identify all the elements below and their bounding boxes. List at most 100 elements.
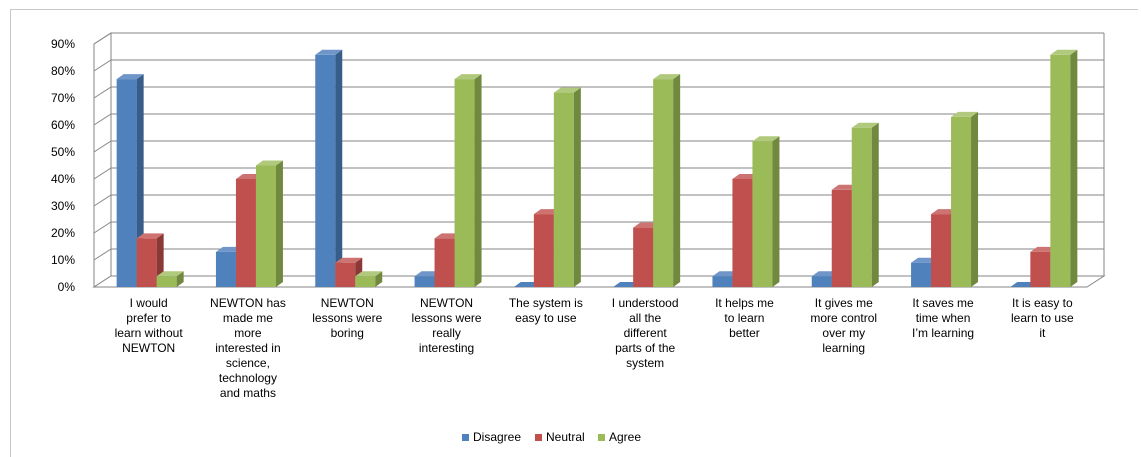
- bar-disagree: [116, 74, 144, 287]
- y-axis-ticks: 0% 10% 20% 30% 40% 50% 60% 70% 80% 90%: [51, 37, 75, 294]
- x-category-line: interested in: [215, 341, 280, 355]
- legend: Disagree Neutral Agree: [462, 430, 641, 444]
- bar-front: [633, 227, 654, 287]
- x-category-line: boring: [331, 326, 364, 340]
- x-category-line: It helps me: [715, 296, 774, 310]
- bar-side: [573, 87, 581, 287]
- bar-side: [474, 74, 482, 287]
- x-category-line: learning: [822, 341, 865, 355]
- bar-top: [315, 49, 343, 55]
- y-tick-label: 0%: [58, 280, 76, 294]
- x-category-line: I’m learning: [912, 326, 974, 340]
- legend-swatch-neutral: [535, 434, 542, 441]
- x-category-line: parts of the: [615, 341, 675, 355]
- y-tick-label: 30%: [51, 199, 75, 213]
- x-category-line: It is easy to: [1012, 296, 1073, 310]
- bar-top: [851, 122, 879, 128]
- x-category-line: I would: [130, 296, 168, 310]
- bar-front: [116, 79, 137, 287]
- bar-side: [971, 111, 979, 288]
- x-category-label: NEWTON has made me more interested in scienc…: [210, 296, 286, 400]
- x-category-line: NEWTON: [122, 341, 175, 355]
- x-category-label: NEWTON lessons were boring: [312, 296, 382, 340]
- y-tick-label: 10%: [51, 253, 75, 267]
- bar-front: [235, 179, 256, 287]
- bar-side: [772, 136, 780, 287]
- x-category-line: and maths: [220, 386, 276, 400]
- x-category-line: really: [432, 326, 461, 340]
- x-category-line: interesting: [419, 341, 474, 355]
- bar-front: [553, 92, 574, 287]
- bar-front: [434, 238, 455, 287]
- bar-front: [355, 276, 376, 287]
- bar-front: [732, 179, 753, 287]
- bar-agree: [355, 271, 383, 287]
- bar-front: [1030, 251, 1051, 287]
- bar-neutral: [335, 257, 363, 287]
- bar-top: [156, 271, 184, 277]
- y-tick-label: 50%: [51, 145, 75, 159]
- bar-top: [355, 271, 383, 277]
- x-category-line: to learn: [724, 311, 764, 325]
- y-tick-label: 70%: [51, 91, 75, 105]
- bar-front: [752, 141, 773, 287]
- x-category-line: It gives me: [815, 296, 873, 310]
- bar-side: [375, 271, 383, 287]
- x-category-line: NEWTON: [420, 296, 473, 310]
- bar-agree: [851, 122, 879, 287]
- bar-agree: [255, 160, 283, 287]
- y-tick-label: 80%: [51, 64, 75, 78]
- gridline: [93, 113, 1104, 126]
- x-category-label: It gives me more control over my learning: [810, 296, 877, 355]
- legend-label-disagree: Disagree: [473, 430, 521, 444]
- chart-frame: [10, 9, 1138, 457]
- bar-side: [275, 160, 283, 287]
- bar-side: [673, 74, 681, 287]
- x-category-line: system: [626, 356, 664, 370]
- bar-front: [851, 127, 872, 287]
- bar-front: [951, 116, 972, 288]
- bar-front: [136, 238, 157, 287]
- bar-side: [871, 122, 879, 287]
- x-category-line: time when: [916, 311, 971, 325]
- x-category-line: lessons were: [312, 311, 382, 325]
- x-category-line: learn without: [115, 326, 184, 340]
- y-tick-label: 20%: [51, 226, 75, 240]
- x-category-label: NEWTON lessons were really interesting: [412, 296, 482, 355]
- x-category-label: It helps me to learn better: [715, 296, 774, 340]
- side-wall: [93, 32, 112, 288]
- bar-front: [831, 189, 852, 287]
- legend-label-agree: Agree: [609, 430, 641, 444]
- bar-top: [454, 74, 482, 80]
- x-category-label: The system is easy to use: [509, 296, 583, 325]
- x-category-line: NEWTON: [321, 296, 374, 310]
- bar-top: [116, 74, 144, 80]
- bar-front: [911, 262, 932, 287]
- x-category-line: more control: [810, 311, 877, 325]
- bar-side: [136, 74, 144, 287]
- bar-agree: [553, 87, 581, 287]
- x-category-line: It saves me: [912, 296, 974, 310]
- x-axis-labels: I would prefer to learn without NEWTONNEWTO…: [115, 296, 1074, 400]
- bar-front: [653, 79, 674, 287]
- x-category-line: it: [1039, 326, 1046, 340]
- gridline: [93, 32, 1104, 45]
- x-category-label: It saves me time when I’m learning: [912, 296, 974, 340]
- x-category-line: all the: [629, 311, 661, 325]
- bar-top: [255, 160, 283, 166]
- y-tick-label: 40%: [51, 172, 75, 186]
- legend-label-neutral: Neutral: [546, 430, 585, 444]
- bar-front: [931, 214, 952, 287]
- bar-agree: [1050, 49, 1078, 287]
- gridline: [93, 86, 1104, 99]
- x-category-line: better: [729, 326, 760, 340]
- bar-front: [315, 54, 336, 287]
- legend-swatch-disagree: [462, 434, 469, 441]
- x-category-line: more: [234, 326, 262, 340]
- bar-disagree: [315, 49, 343, 287]
- bar-agree: [951, 111, 979, 288]
- bar-agree: [156, 271, 184, 287]
- x-category-label: I understood all the different parts of the…: [612, 296, 679, 370]
- bar-agree: [454, 74, 482, 287]
